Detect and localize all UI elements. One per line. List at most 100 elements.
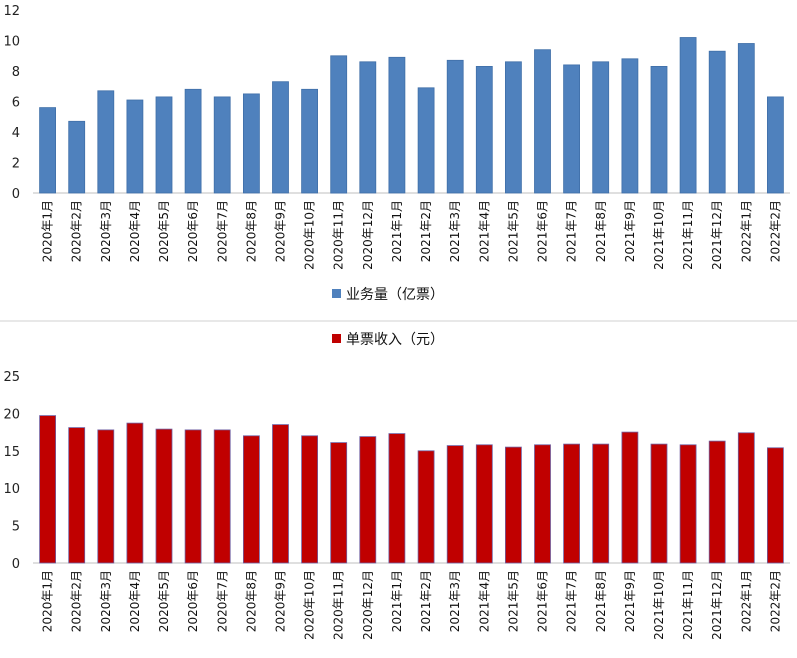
x-tick-label: 2020年9月	[274, 200, 288, 262]
x-tick-label: 2020年12月	[361, 570, 375, 640]
x-tick-label: 2020年4月	[128, 570, 142, 632]
bar	[388, 56, 406, 194]
bar	[534, 444, 551, 564]
x-tick-label: 2020年12月	[361, 200, 375, 270]
x-tick-label: 2020年10月	[303, 200, 317, 270]
bar	[242, 435, 260, 564]
legend-label: 单票收入（元）	[346, 332, 444, 348]
x-tick-label: 2020年6月	[186, 200, 200, 262]
bar	[767, 96, 784, 194]
y-tick-label: 15	[3, 445, 20, 460]
x-tick-label: 2020年7月	[215, 200, 229, 262]
y-tick-label: 10	[3, 35, 20, 50]
bar	[621, 58, 639, 194]
bar	[737, 43, 755, 194]
bar	[242, 93, 260, 194]
legend: 业务量（亿票）	[332, 287, 444, 303]
bar	[475, 444, 493, 564]
bar	[563, 443, 580, 564]
bar	[126, 99, 144, 194]
bar	[679, 444, 697, 564]
bar	[359, 436, 377, 564]
x-tick-label: 2021年12月	[710, 570, 724, 640]
bar	[708, 440, 726, 564]
bar	[301, 88, 319, 194]
bar	[155, 96, 173, 194]
x-tick-label: 2021年11月	[681, 200, 695, 270]
legend-swatch	[332, 289, 341, 298]
bar	[272, 81, 289, 194]
x-tick-label: 2022年1月	[739, 570, 753, 632]
bar	[97, 429, 115, 564]
x-tick-label: 2021年1月	[390, 570, 404, 632]
bar	[39, 107, 56, 194]
y-tick-label: 2	[12, 157, 20, 172]
x-tick-label: 2020年9月	[274, 570, 288, 632]
bar	[68, 427, 86, 564]
y-tick-label: 12	[3, 4, 20, 19]
x-tick-label: 2021年4月	[477, 200, 491, 262]
bar	[184, 88, 202, 194]
x-tick-label: 2021年4月	[477, 570, 491, 632]
x-tick-label: 2021年2月	[419, 570, 433, 632]
bar	[446, 445, 464, 564]
x-tick-label: 2021年5月	[506, 200, 520, 262]
bar	[475, 66, 493, 194]
x-tick-label: 2022年1月	[739, 200, 753, 262]
bar	[650, 66, 668, 194]
x-tick-label: 2021年10月	[652, 200, 666, 270]
y-tick-label: 8	[12, 65, 20, 80]
x-tick-label: 2020年6月	[186, 570, 200, 632]
x-tick-label: 2021年12月	[710, 200, 724, 270]
y-tick-label: 0	[12, 557, 20, 572]
x-tick-label: 2021年9月	[623, 200, 637, 262]
bar	[767, 447, 784, 564]
x-tick-label: 2020年7月	[215, 570, 229, 632]
bar	[417, 87, 435, 194]
x-tick-label: 2022年2月	[768, 570, 782, 632]
y-tick-label: 20	[3, 407, 20, 422]
x-tick-label: 2020年4月	[128, 200, 142, 262]
bar	[155, 428, 173, 564]
bar	[446, 59, 464, 194]
bar	[213, 429, 231, 564]
bar	[213, 96, 231, 194]
unit-revenue-chart: 0 5 10 15 20 25 2020年1月 2020年2月 2020年3月 2020年4月 20…	[3, 332, 790, 640]
x-tick-label: 2020年8月	[244, 200, 258, 262]
bar	[184, 429, 202, 564]
bar	[39, 415, 56, 564]
x-tick-label: 2021年10月	[652, 570, 666, 640]
bar	[272, 424, 289, 564]
bar	[737, 432, 755, 564]
x-tick-label: 2020年1月	[41, 200, 55, 262]
x-tick-label: 2020年2月	[70, 200, 84, 262]
y-tick-label: 0	[12, 187, 20, 202]
x-tick-label: 2020年2月	[70, 570, 84, 632]
x-tick-label: 2020年5月	[157, 200, 171, 262]
x-tick-label: 2020年8月	[244, 570, 258, 632]
x-tick-label: 2021年7月	[565, 570, 579, 632]
bar	[534, 49, 551, 194]
y-tick-label: 10	[3, 482, 20, 497]
bar	[504, 61, 522, 194]
bar	[504, 446, 522, 564]
x-tick-label: 2021年8月	[594, 200, 608, 262]
bar	[388, 433, 406, 564]
bar	[650, 443, 668, 564]
legend: 单票收入（元）	[332, 332, 444, 348]
x-tick-label: 2021年11月	[681, 570, 695, 640]
bar	[68, 120, 86, 194]
bar	[330, 442, 348, 564]
bar	[301, 435, 319, 564]
bar	[592, 443, 610, 564]
y-tick-label: 6	[12, 96, 20, 111]
x-tick-label: 2022年2月	[768, 200, 782, 262]
x-tick-label: 2021年9月	[623, 570, 637, 632]
x-tick-label: 2021年6月	[536, 570, 550, 632]
x-tick-label: 2021年3月	[448, 200, 462, 262]
x-tick-label: 2020年11月	[332, 570, 346, 640]
y-tick-label: 5	[12, 520, 20, 535]
legend-swatch	[332, 334, 341, 343]
x-tick-label: 2021年7月	[565, 200, 579, 262]
x-tick-label: 2021年6月	[536, 200, 550, 262]
